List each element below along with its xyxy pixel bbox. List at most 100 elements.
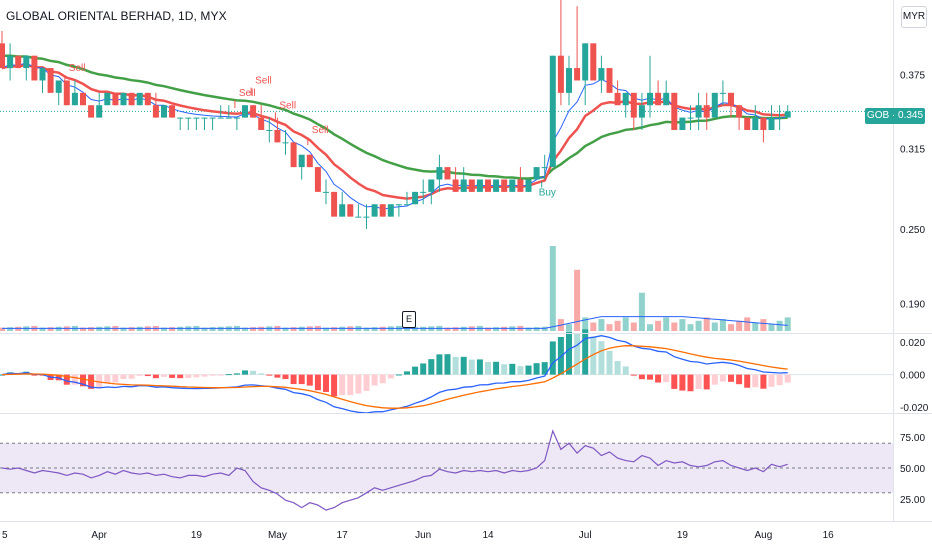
macd-histogram-bar bbox=[314, 374, 321, 391]
candle-body bbox=[574, 68, 581, 81]
macd-histogram-bar bbox=[444, 354, 451, 375]
price-tick-label: 0.190 bbox=[900, 299, 925, 310]
time-tick-label: Apr bbox=[91, 530, 107, 541]
candle-body bbox=[0, 43, 5, 69]
candle-body bbox=[250, 105, 257, 118]
candle-body bbox=[242, 105, 248, 118]
sell-signal-label: Sell bbox=[255, 76, 272, 87]
volume-bar bbox=[736, 320, 743, 331]
candle-body bbox=[525, 179, 532, 192]
macd-histogram-bar bbox=[144, 374, 151, 377]
macd-histogram-bar bbox=[420, 363, 427, 375]
volume-bar bbox=[606, 324, 613, 331]
time-tick-label: May bbox=[268, 530, 287, 541]
macd-histogram-bar bbox=[428, 359, 435, 375]
rsi-tick-label: 50.00 bbox=[900, 464, 925, 475]
macd-histogram-bar bbox=[663, 374, 670, 383]
candle-body bbox=[177, 117, 184, 119]
macd-histogram-bar bbox=[404, 371, 410, 375]
macd-tick-label: -0.020 bbox=[900, 403, 929, 414]
macd-histogram-bar bbox=[728, 374, 734, 382]
macd-histogram-bar bbox=[614, 361, 621, 375]
candle-body bbox=[736, 105, 743, 118]
candle-body bbox=[104, 92, 111, 106]
candle-body bbox=[395, 204, 402, 206]
time-tick-label: Aug bbox=[755, 530, 773, 541]
macd-histogram-bar bbox=[371, 374, 378, 386]
candle-body bbox=[582, 43, 589, 81]
volume-bar bbox=[703, 317, 710, 331]
candle-body bbox=[598, 68, 605, 81]
macd-histogram-bar bbox=[566, 331, 572, 375]
candle-body bbox=[760, 117, 767, 130]
candle-body bbox=[71, 92, 78, 106]
candle-body bbox=[39, 68, 46, 81]
candle-body bbox=[728, 92, 734, 106]
macd-histogram-bar bbox=[298, 374, 305, 385]
candle-body bbox=[452, 179, 459, 192]
rsi-panel[interactable] bbox=[0, 429, 893, 511]
volume-bar bbox=[752, 322, 759, 331]
macd-histogram-bar bbox=[152, 374, 159, 379]
candle-body bbox=[306, 154, 313, 168]
volume-bar bbox=[590, 322, 597, 331]
candle-body bbox=[363, 216, 370, 218]
candle-body bbox=[509, 179, 516, 192]
volume-bar bbox=[290, 327, 297, 331]
symbol-title[interactable]: GLOBAL ORIENTAL BERHAD, 1D, MYX bbox=[6, 9, 227, 23]
macd-histogram-bar bbox=[460, 356, 467, 375]
macd-histogram-bar bbox=[776, 374, 783, 386]
candle-body bbox=[468, 179, 475, 192]
candle-body bbox=[566, 68, 572, 93]
candle-body bbox=[428, 179, 435, 192]
price-tick-label: 0.315 bbox=[900, 145, 925, 156]
macd-histogram-bar bbox=[509, 363, 516, 375]
volume-bar bbox=[533, 327, 540, 331]
candle-body bbox=[274, 129, 281, 143]
candle-body bbox=[533, 167, 540, 180]
currency-button[interactable]: MYR bbox=[901, 6, 927, 28]
volume-bar bbox=[614, 320, 621, 331]
candle-body bbox=[258, 117, 265, 130]
macd-histogram-bar bbox=[768, 374, 775, 387]
volume-bar bbox=[728, 324, 734, 331]
time-tick-label: 19 bbox=[677, 530, 689, 541]
candle-body bbox=[606, 68, 613, 93]
volume-bar bbox=[549, 246, 556, 331]
macd-histogram-bar bbox=[630, 374, 637, 376]
candle-body bbox=[47, 68, 54, 93]
macd-histogram-bar bbox=[104, 374, 111, 384]
macd-histogram-bar bbox=[88, 374, 95, 389]
earnings-badge[interactable]: E bbox=[402, 311, 416, 328]
macd-panel[interactable] bbox=[0, 329, 893, 414]
volume-bar bbox=[711, 322, 718, 331]
candle-body bbox=[655, 92, 662, 106]
candle-body bbox=[355, 216, 362, 218]
candle-body bbox=[225, 117, 232, 119]
macd-histogram-bar bbox=[485, 362, 491, 375]
buy-signal-label: Buy bbox=[539, 187, 556, 198]
candle-body bbox=[233, 117, 240, 119]
candle-body bbox=[161, 105, 167, 118]
volume-panel bbox=[0, 246, 791, 331]
volume-bar bbox=[412, 327, 419, 331]
macd-histogram-bar bbox=[258, 373, 265, 375]
macd-histogram-bar bbox=[517, 366, 524, 375]
macd-histogram-bar bbox=[250, 370, 257, 375]
volume-bar bbox=[250, 327, 257, 331]
macd-histogram-bar bbox=[671, 374, 678, 389]
candle-body bbox=[339, 204, 346, 217]
candle-body bbox=[687, 117, 694, 119]
macd-histogram-bar bbox=[323, 374, 329, 392]
candle-body bbox=[112, 92, 119, 106]
macd-histogram-bar bbox=[493, 361, 500, 375]
candle-body bbox=[152, 105, 159, 118]
volume-bar bbox=[282, 327, 289, 331]
macd-line bbox=[1, 335, 788, 414]
sell-signal-label: Sell bbox=[69, 63, 86, 74]
candle-body bbox=[371, 204, 378, 217]
candle-body bbox=[703, 105, 710, 118]
candle-body bbox=[420, 191, 427, 193]
